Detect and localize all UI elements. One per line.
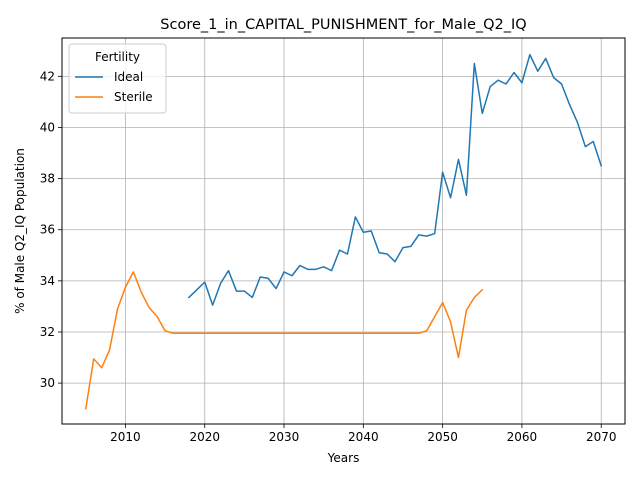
y-tick-label: 30 (40, 376, 55, 390)
y-tick-label: 38 (40, 172, 55, 186)
y-tick-label: 32 (40, 325, 55, 339)
x-axis-label: Years (327, 451, 360, 465)
x-tick-label: 2040 (348, 430, 379, 444)
legend-title: Fertility (95, 50, 140, 64)
x-tick-label: 2060 (507, 430, 538, 444)
plot-frame (61, 37, 626, 425)
series-lines (84, 53, 603, 410)
y-tick-label: 42 (40, 69, 55, 83)
legend: Fertility Ideal Sterile (68, 43, 167, 114)
y-axis-label: % of Male Q2_IQ Population (13, 148, 27, 314)
series-line-ideal (187, 53, 603, 306)
axis-ticks: 2010 2020 2030 2040 2050 2060 2070 30 32 34 36 38 40… (40, 69, 617, 444)
series-line-sterile (84, 271, 484, 410)
y-tick-label: 40 (40, 120, 55, 134)
x-tick-label: 2070 (586, 430, 617, 444)
y-tick-label: 36 (40, 223, 55, 237)
grid (62, 38, 625, 424)
chart-title: Score_1_in_CAPITAL_PUNISHMENT_for_Male_Q… (160, 17, 526, 33)
x-tick-label: 2010 (110, 430, 141, 444)
legend-label-ideal: Ideal (114, 70, 143, 84)
x-tick-label: 2050 (427, 430, 458, 444)
y-tick-label: 34 (40, 274, 55, 288)
x-tick-label: 2030 (269, 430, 300, 444)
legend-label-sterile: Sterile (114, 90, 153, 104)
x-tick-label: 2020 (189, 430, 220, 444)
legend-box (68, 43, 167, 114)
